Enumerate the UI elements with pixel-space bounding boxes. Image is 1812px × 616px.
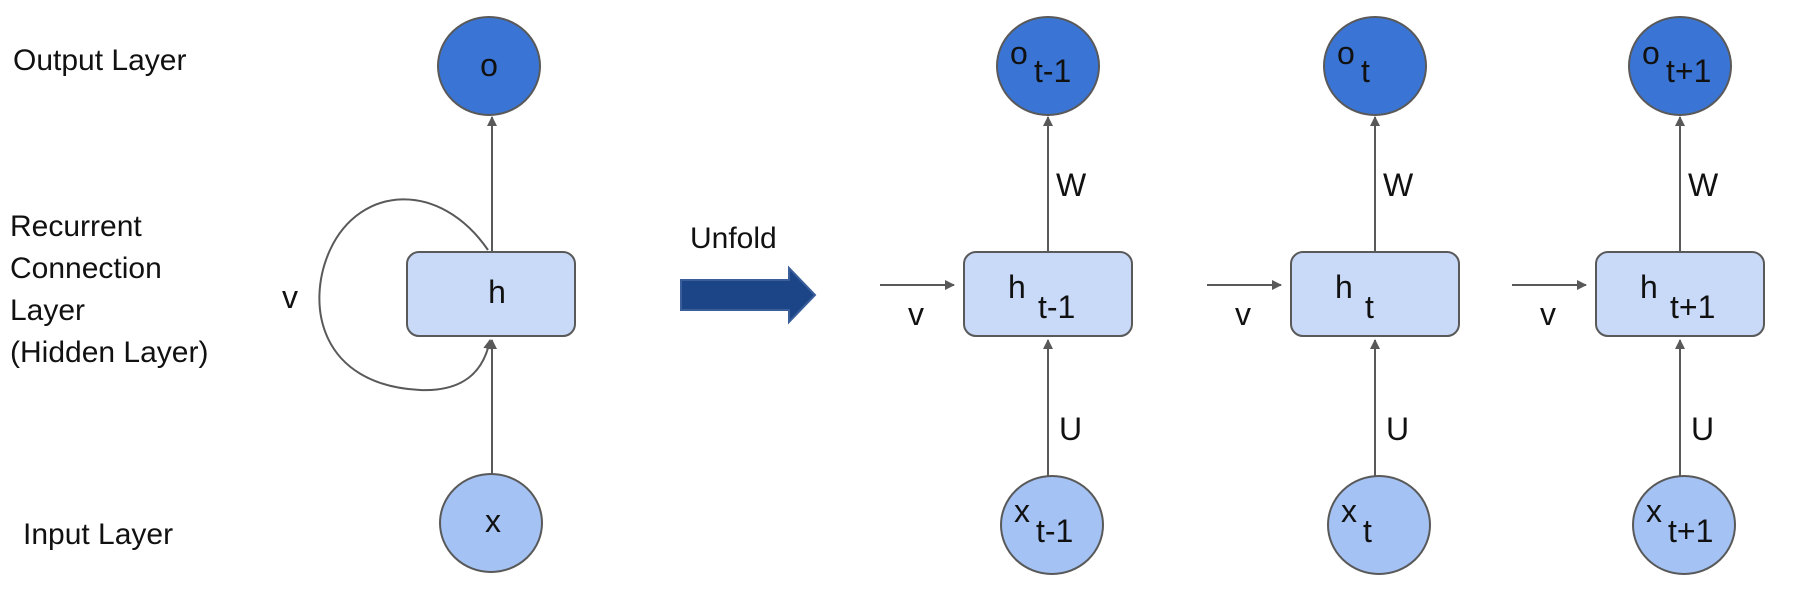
edge-label-U: U (1059, 411, 1082, 447)
hidden-node-label: h (488, 274, 506, 310)
output-node (1323, 16, 1427, 116)
input-node (439, 473, 543, 573)
output-node-label: o (1642, 35, 1660, 71)
edge-label-v: v (1540, 296, 1556, 332)
input-node-label: x (1014, 493, 1030, 529)
hidden-node (1290, 251, 1460, 337)
loop-label-v: v (282, 279, 298, 315)
output-node-label: o (1010, 35, 1028, 71)
input-node-label: x (1646, 493, 1662, 529)
output-node-subscript: t+1 (1666, 53, 1711, 89)
hidden-node-label: h (1008, 269, 1026, 305)
input-node (1000, 475, 1104, 575)
edge-label-W: W (1688, 167, 1719, 203)
hidden-node-subscript: t+1 (1670, 289, 1715, 325)
output-node-subscript: t-1 (1034, 53, 1071, 89)
recurrent-layer-label-line3: Layer (10, 294, 85, 327)
hidden-node-label: h (1335, 269, 1353, 305)
output-node (437, 16, 541, 116)
unfold-arrow (680, 265, 817, 325)
output-node-subscript: t (1361, 53, 1370, 89)
edge-label-v: v (908, 296, 924, 332)
input-node (1632, 475, 1736, 575)
unfold-label: Unfold (690, 222, 777, 255)
output-node (1628, 16, 1732, 116)
edge-label-U: U (1386, 411, 1409, 447)
input-node-label: x (485, 503, 501, 539)
output-layer-label: Output Layer (13, 44, 186, 77)
hidden-node (963, 251, 1133, 337)
hidden-node-subscript: t (1365, 289, 1374, 325)
hidden-node-label: h (1640, 269, 1658, 305)
input-node-subscript: t+1 (1668, 513, 1713, 549)
output-node (996, 16, 1100, 116)
input-node-subscript: t-1 (1036, 513, 1073, 549)
edge-label-W: W (1056, 167, 1087, 203)
recurrent-layer-label-line2: Connection (10, 252, 162, 285)
recurrent-loop-arrow (318, 198, 494, 392)
hidden-node (1595, 251, 1765, 337)
output-node-label: o (480, 47, 498, 83)
edge-label-U: U (1691, 411, 1714, 447)
hidden-node-subscript: t-1 (1038, 289, 1075, 325)
input-node (1327, 475, 1431, 575)
unfold-arrow-group: Unfold (680, 222, 817, 325)
recurrent-layer-label-line4: (Hidden Layer) (10, 336, 208, 369)
edge-label-W: W (1383, 167, 1414, 203)
recurrent-layer-label-line1: Recurrent (10, 210, 142, 243)
input-node-subscript: t (1363, 513, 1372, 549)
input-node-label: x (1341, 493, 1357, 529)
output-node-label: o (1337, 35, 1355, 71)
folded-network: v o h x (282, 16, 576, 573)
input-layer-label: Input Layer (23, 518, 173, 551)
hidden-node (406, 251, 576, 337)
edge-label-v: v (1235, 296, 1251, 332)
